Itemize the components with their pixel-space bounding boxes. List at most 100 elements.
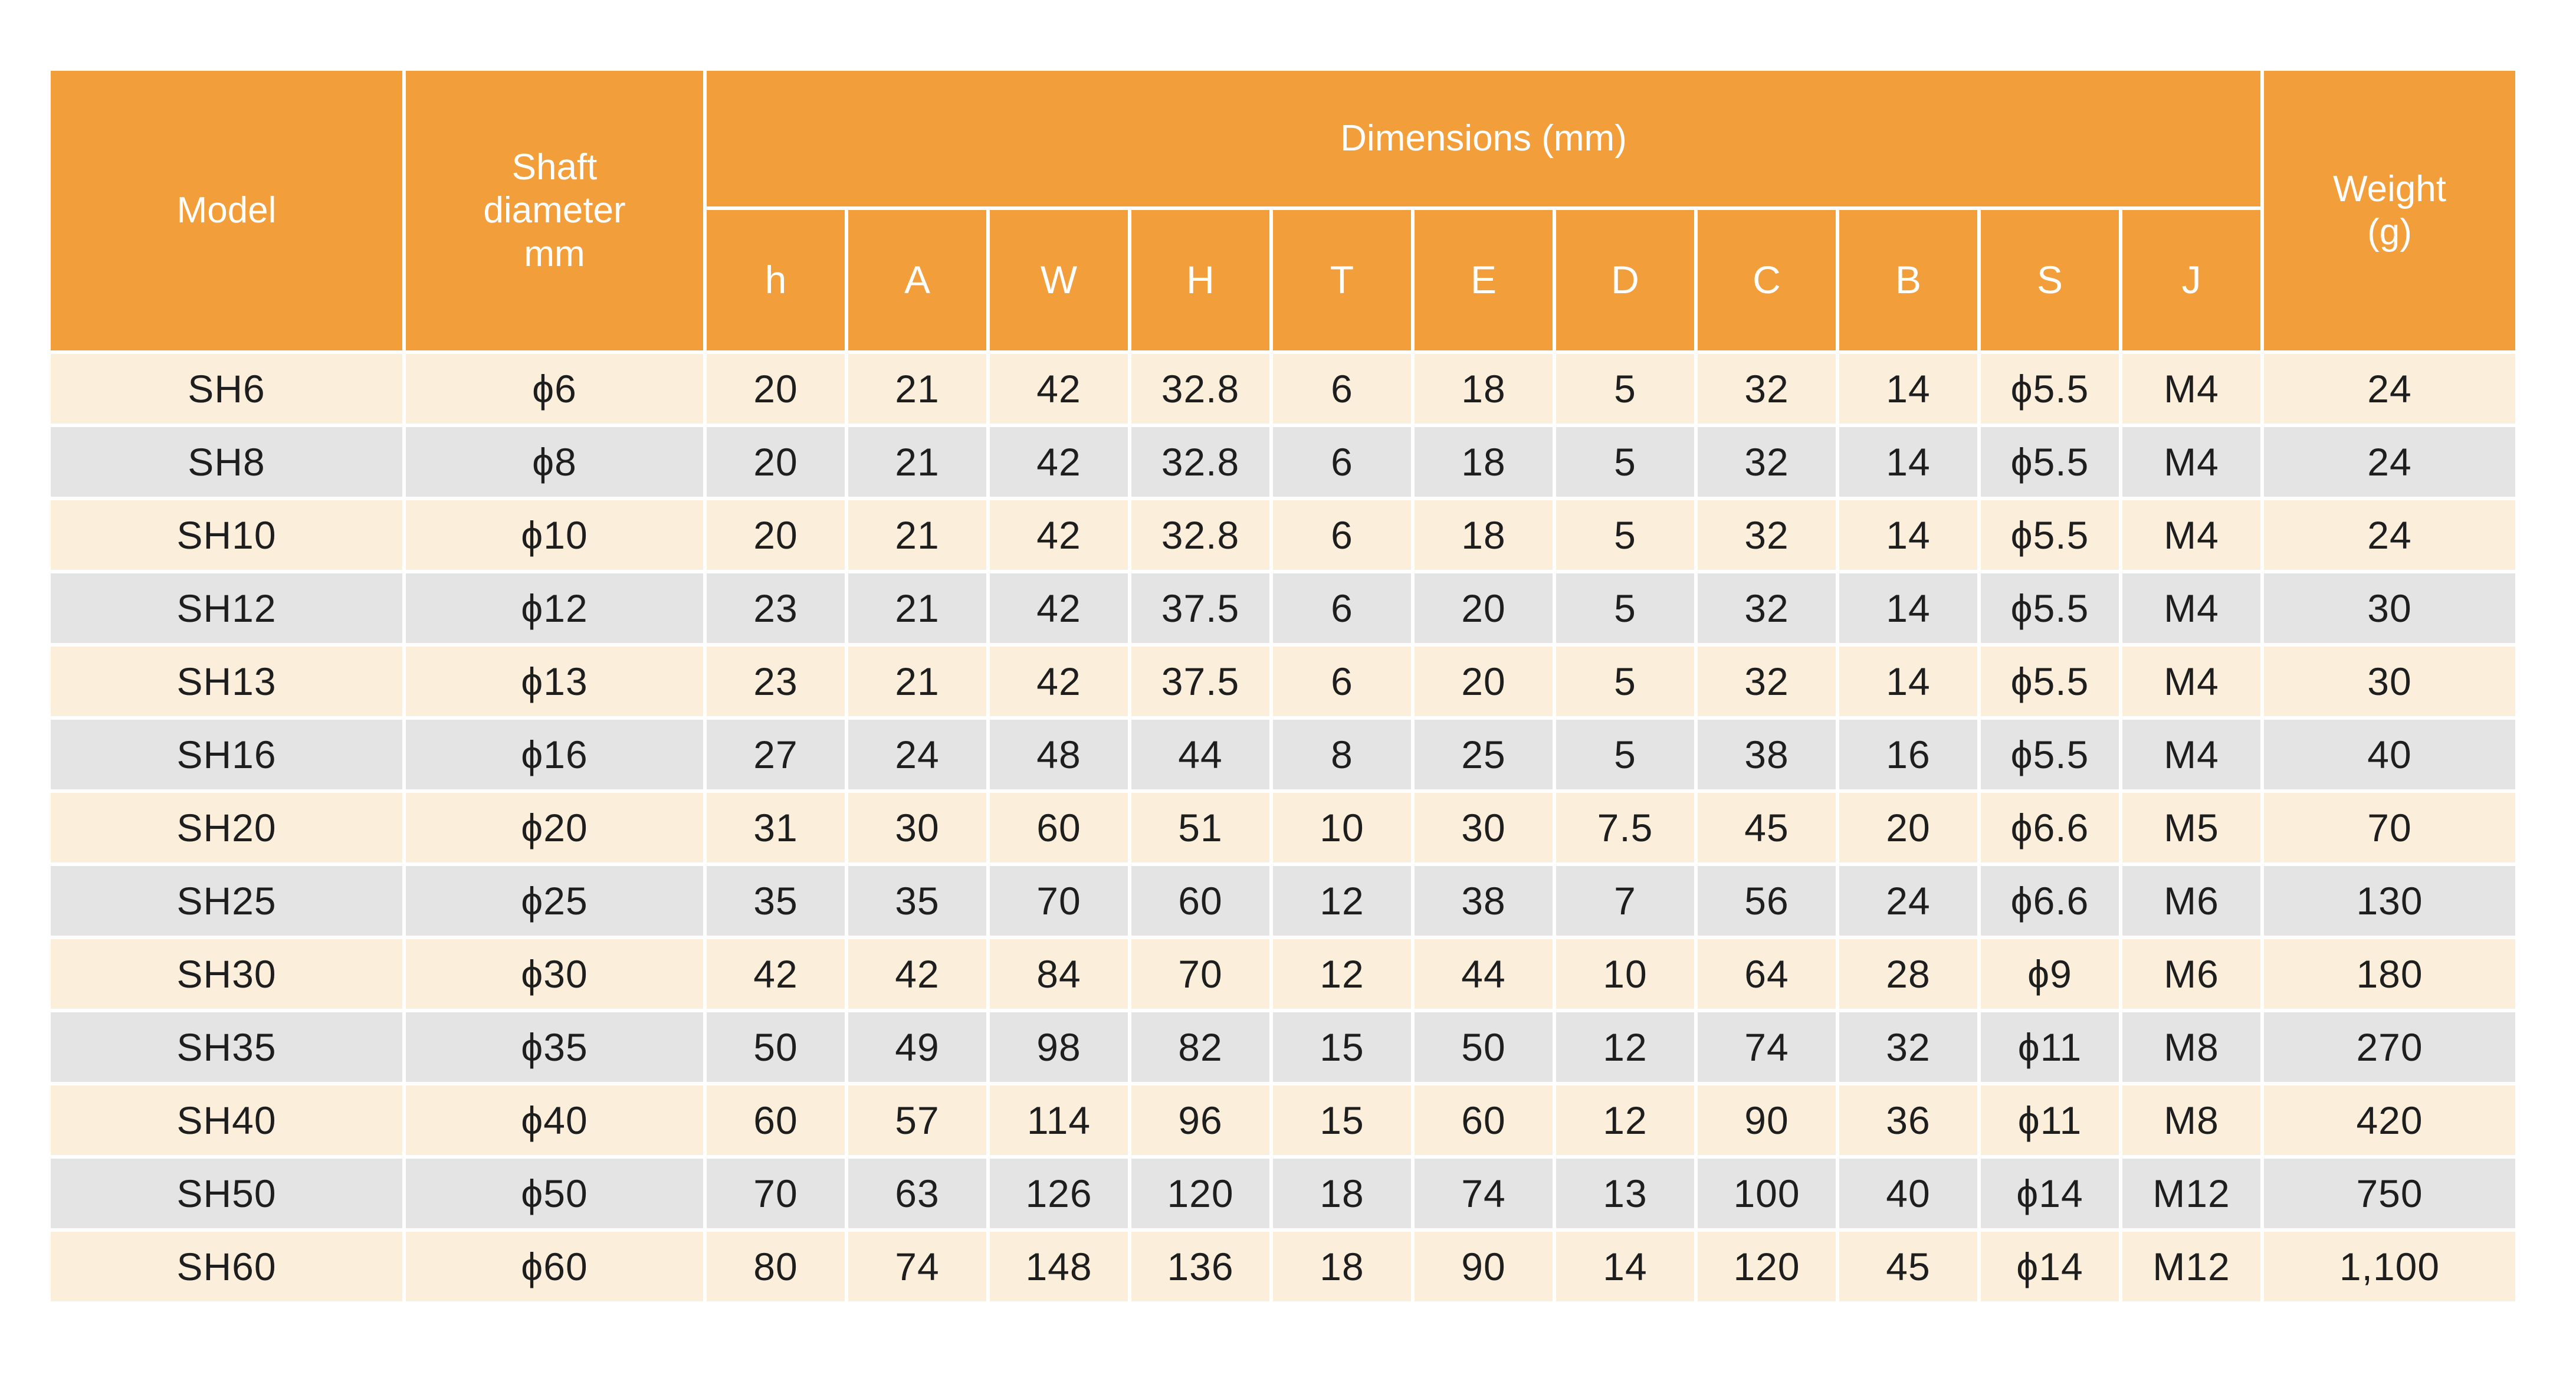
model-cell: SH16 — [51, 720, 402, 789]
model-cell: SH13 — [51, 647, 402, 716]
dimension-cell: ϕ14 — [1981, 1159, 2119, 1228]
shaft-diameter-cell: ϕ30 — [406, 939, 703, 1009]
table-body: SH6 ϕ6 20 21 42 32.8 6 18 5 32 14 ϕ5.5 M4 24 SH8 ϕ8 20 21… — [51, 354, 2515, 1301]
dimension-cell: ϕ9 — [1981, 939, 2119, 1009]
model-cell: SH50 — [51, 1159, 402, 1228]
dimension-cell: 23 — [707, 573, 845, 643]
dimension-cell: 12 — [1273, 866, 1411, 936]
weight-cell: 180 — [2264, 939, 2515, 1009]
table-row: SH60 ϕ60 80 74 148 136 18 90 14 120 45 ϕ14 M12 1,100 — [51, 1232, 2515, 1301]
dimension-cell: 37.5 — [1131, 647, 1269, 716]
dimension-cell: 42 — [990, 573, 1128, 643]
specification-table: Model Shaft diameter mm Dimensions (mm) … — [47, 67, 2519, 1305]
model-cell: SH35 — [51, 1012, 402, 1082]
dimension-cell: 12 — [1556, 1085, 1694, 1155]
dimension-cell: 6 — [1273, 647, 1411, 716]
model-cell: SH40 — [51, 1085, 402, 1155]
header-row-dimensions: h A W H T E D C B S J — [51, 210, 2515, 350]
dimension-cell: 70 — [1131, 939, 1269, 1009]
dimension-cell: 35 — [848, 866, 986, 936]
table-row: SH40 ϕ40 60 57 114 96 15 60 12 90 36 ϕ11 M8 420 — [51, 1085, 2515, 1155]
dimension-cell: 36 — [1839, 1085, 1977, 1155]
dimension-cell: 5 — [1556, 427, 1694, 497]
dimension-cell: 45 — [1698, 793, 1836, 862]
dimension-cell: 120 — [1698, 1232, 1836, 1301]
dimension-cell: 21 — [848, 354, 986, 424]
dimension-cell: 24 — [848, 720, 986, 789]
dimension-cell: 20 — [707, 427, 845, 497]
weight-cell: 30 — [2264, 647, 2515, 716]
dimension-cell: 8 — [1273, 720, 1411, 789]
weight-cell: 750 — [2264, 1159, 2515, 1228]
dimension-cell: M5 — [2122, 793, 2260, 862]
table-row: SH35 ϕ35 50 49 98 82 15 50 12 74 32 ϕ11 M8 270 — [51, 1012, 2515, 1082]
shaft-diameter-cell: ϕ50 — [406, 1159, 703, 1228]
dimension-cell: 136 — [1131, 1232, 1269, 1301]
weight-cell: 270 — [2264, 1012, 2515, 1082]
dimension-cell: 20 — [1415, 573, 1553, 643]
dimension-cell: 44 — [1415, 939, 1553, 1009]
dimension-cell: 14 — [1839, 354, 1977, 424]
dimension-cell: ϕ5.5 — [1981, 500, 2119, 570]
dimension-cell: 42 — [990, 500, 1128, 570]
dimension-cell: 42 — [990, 427, 1128, 497]
dimension-cell: 14 — [1556, 1232, 1694, 1301]
dimension-cell: 21 — [848, 647, 986, 716]
table-row: SH8 ϕ8 20 21 42 32.8 6 18 5 32 14 ϕ5.5 M4 24 — [51, 427, 2515, 497]
dimension-cell: 82 — [1131, 1012, 1269, 1082]
dimension-cell: 32 — [1839, 1012, 1977, 1082]
dimension-cell: 98 — [990, 1012, 1128, 1082]
dimension-cell: 14 — [1839, 500, 1977, 570]
table-row: SH20 ϕ20 31 30 60 51 10 30 7.5 45 20 ϕ6.6 M5 70 — [51, 793, 2515, 862]
dimension-cell: 57 — [848, 1085, 986, 1155]
dimension-cell: M4 — [2122, 500, 2260, 570]
dimension-cell: M4 — [2122, 647, 2260, 716]
dimension-cell: 74 — [1698, 1012, 1836, 1082]
col-header-model: Model — [51, 71, 402, 350]
dimension-cell: ϕ5.5 — [1981, 354, 2119, 424]
col-header-dim-C: C — [1698, 210, 1836, 350]
dimension-cell: 42 — [707, 939, 845, 1009]
model-cell: SH60 — [51, 1232, 402, 1301]
col-header-dim-W: W — [990, 210, 1128, 350]
dimension-cell: 15 — [1273, 1085, 1411, 1155]
dimension-cell: ϕ11 — [1981, 1085, 2119, 1155]
col-header-dim-E: E — [1415, 210, 1553, 350]
dimension-cell: 32 — [1698, 647, 1836, 716]
dimension-cell: 28 — [1839, 939, 1977, 1009]
dimension-cell: 90 — [1415, 1232, 1553, 1301]
dimension-cell: 6 — [1273, 427, 1411, 497]
dimension-cell: 60 — [1131, 866, 1269, 936]
dimension-cell: 49 — [848, 1012, 986, 1082]
dimension-cell: 5 — [1556, 720, 1694, 789]
col-header-dim-B: B — [1839, 210, 1977, 350]
dimension-cell: ϕ11 — [1981, 1012, 2119, 1082]
dimension-cell: 6 — [1273, 573, 1411, 643]
dimension-cell: 7 — [1556, 866, 1694, 936]
dimension-cell: 48 — [990, 720, 1128, 789]
dimension-cell: M4 — [2122, 573, 2260, 643]
dimension-cell: 18 — [1415, 354, 1553, 424]
dimension-cell: 35 — [707, 866, 845, 936]
header-row-groups: Model Shaft diameter mm Dimensions (mm) … — [51, 71, 2515, 350]
dimension-cell: M8 — [2122, 1012, 2260, 1082]
col-header-dimensions-group: Dimensions (mm) — [707, 71, 2260, 206]
col-header-shaft-diameter: Shaft diameter mm — [406, 71, 703, 350]
dimension-cell: 18 — [1273, 1232, 1411, 1301]
weight-cell: 420 — [2264, 1085, 2515, 1155]
dimension-cell: ϕ6.6 — [1981, 866, 2119, 936]
dimension-cell: 38 — [1415, 866, 1553, 936]
dimension-cell: 38 — [1698, 720, 1836, 789]
dimension-cell: 74 — [848, 1232, 986, 1301]
dimension-cell: 31 — [707, 793, 845, 862]
dimension-cell: 70 — [707, 1159, 845, 1228]
dimension-cell: 50 — [1415, 1012, 1553, 1082]
dimension-cell: ϕ5.5 — [1981, 427, 2119, 497]
dimension-cell: M4 — [2122, 720, 2260, 789]
dimension-cell: 21 — [848, 427, 986, 497]
weight-cell: 1,100 — [2264, 1232, 2515, 1301]
dimension-cell: 51 — [1131, 793, 1269, 862]
dimension-cell: 14 — [1839, 427, 1977, 497]
table-row: SH6 ϕ6 20 21 42 32.8 6 18 5 32 14 ϕ5.5 M4 24 — [51, 354, 2515, 424]
